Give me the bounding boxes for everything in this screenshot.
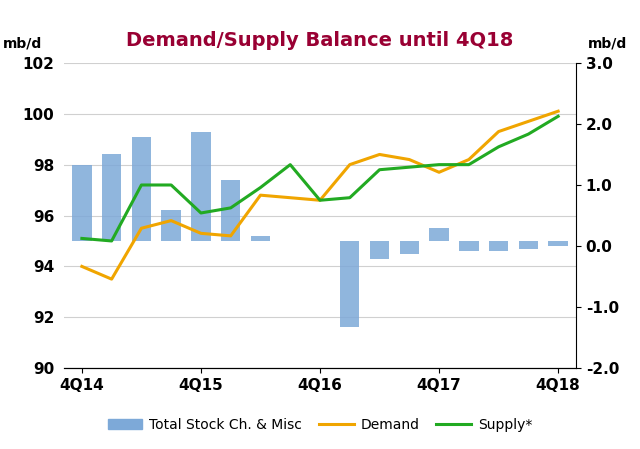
- Bar: [221, 180, 241, 241]
- Bar: [429, 228, 449, 241]
- Text: mb/d: mb/d: [3, 37, 42, 51]
- Bar: [548, 241, 568, 246]
- Legend: Total Stock Ch. & Misc, Demand, Supply*: Total Stock Ch. & Misc, Demand, Supply*: [102, 413, 538, 438]
- Bar: [251, 236, 270, 241]
- Text: Demand/Supply Balance until 4Q18: Demand/Supply Balance until 4Q18: [126, 31, 514, 50]
- Bar: [399, 241, 419, 254]
- Bar: [191, 132, 211, 241]
- Bar: [370, 241, 389, 259]
- Bar: [132, 136, 151, 241]
- Bar: [459, 241, 479, 251]
- Bar: [102, 154, 122, 241]
- Bar: [518, 241, 538, 249]
- Bar: [340, 241, 360, 327]
- Bar: [489, 241, 508, 251]
- Text: mb/d: mb/d: [588, 37, 627, 51]
- Bar: [161, 211, 181, 241]
- Bar: [72, 165, 92, 241]
